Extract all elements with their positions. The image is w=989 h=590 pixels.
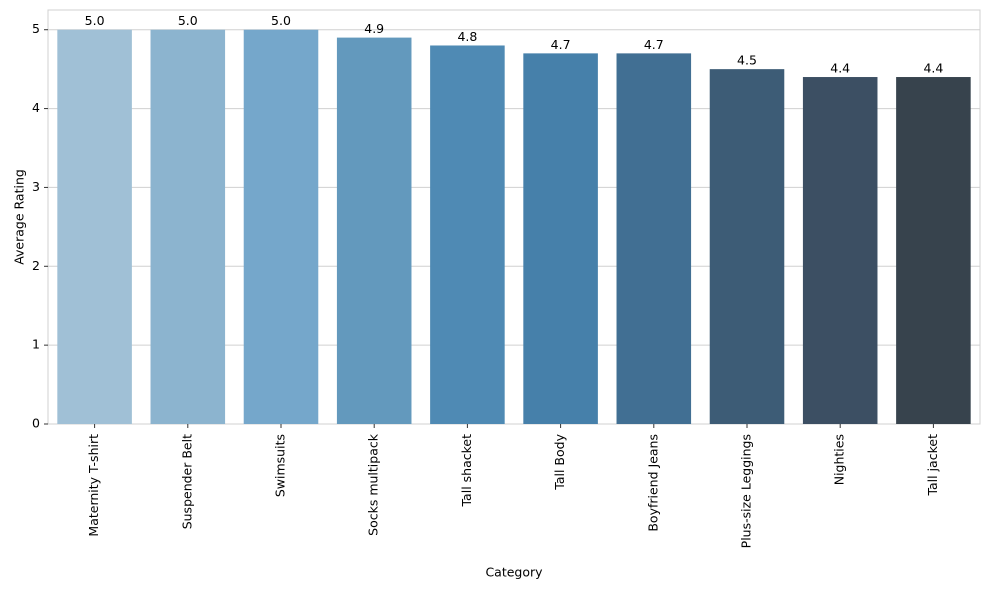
bar: [709, 69, 785, 425]
x-tick-label: Suspender Belt: [179, 434, 194, 529]
bar: [896, 77, 971, 425]
bar: [57, 29, 132, 424]
y-tick-label: 5: [32, 21, 40, 36]
y-tick-label: 1: [32, 337, 40, 352]
y-axis-label: Average Rating: [12, 169, 27, 265]
value-label: 5.0: [178, 13, 198, 28]
x-tick-label: Tall jacket: [925, 434, 940, 497]
y-tick-label: 4: [32, 100, 40, 115]
value-label: 4.7: [551, 37, 571, 52]
bar: [430, 45, 505, 424]
x-tick-label: Tall shacket: [459, 434, 474, 508]
x-tick-label: Swimsuits: [273, 434, 288, 497]
x-tick-label: Maternity T-shirt: [86, 434, 101, 537]
bar: [802, 77, 878, 425]
bar: [523, 53, 598, 424]
x-axis-label: Category: [485, 565, 543, 580]
y-tick-label: 3: [32, 179, 40, 194]
x-tick-label: Boyfriend Jeans: [645, 434, 660, 532]
bar: [336, 37, 412, 424]
bar: [616, 53, 692, 424]
x-tick-label: Nighties: [832, 434, 847, 485]
bar: [150, 29, 226, 424]
value-label: 4.7: [644, 37, 664, 52]
value-label: 4.8: [457, 29, 477, 44]
y-tick-label: 2: [32, 258, 40, 273]
value-label: 5.0: [271, 13, 291, 28]
x-tick-label: Socks multipack: [366, 433, 381, 536]
value-label: 5.0: [85, 13, 105, 28]
x-tick-label: Tall Body: [552, 433, 567, 490]
value-label: 4.4: [923, 61, 943, 76]
bar: [243, 29, 319, 424]
value-label: 4.4: [830, 61, 850, 76]
y-tick-label: 0: [32, 416, 40, 431]
value-label: 4.5: [737, 53, 757, 68]
value-label: 4.9: [364, 21, 384, 36]
x-tick-label: Plus-size Leggings: [739, 434, 754, 548]
